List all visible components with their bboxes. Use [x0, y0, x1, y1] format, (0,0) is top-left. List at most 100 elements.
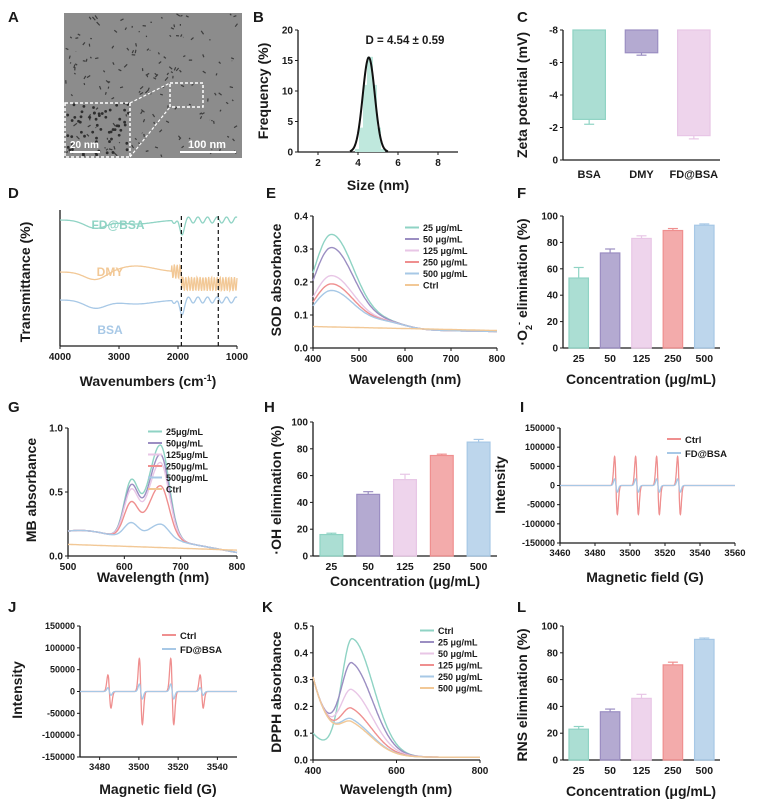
nanoparticle: [170, 27, 175, 30]
y-tick-label: -50000: [527, 500, 555, 510]
nanoparticle: [82, 105, 86, 108]
panel-letter: D: [8, 185, 19, 202]
label-part: ): [212, 373, 217, 389]
x-tick-label: 25: [573, 353, 585, 365]
y-axis-label: ·OH elimination (%): [268, 425, 284, 554]
x-axis-label: Concentration (μg/mL): [330, 573, 480, 589]
nanoparticle: [95, 140, 98, 144]
nanoparticle: [125, 148, 129, 152]
nanoparticle: [70, 135, 74, 139]
nanoparticle: [111, 128, 115, 131]
nanoparticle: [79, 115, 83, 119]
x-tick-label: 3460: [549, 548, 570, 559]
series-line: [80, 683, 237, 700]
y-tick-label: 80: [547, 648, 559, 659]
nanoparticle: [157, 52, 160, 55]
legend-label: Ctrl: [180, 631, 196, 642]
y-tick-label: -8: [549, 26, 558, 37]
nanoparticle: [131, 49, 135, 54]
nanoparticle: [209, 39, 211, 41]
legend-label: Ctrl: [423, 281, 439, 291]
nanoparticle: [181, 145, 185, 149]
nanoparticle: [146, 48, 150, 51]
x-tick-label: 500: [60, 562, 77, 573]
nanoparticle: [95, 126, 97, 129]
nanoparticle: [105, 148, 109, 151]
scale-bar-label: 20 nm: [70, 140, 99, 151]
nanoparticle: [77, 119, 80, 123]
x-tick-label: 250: [664, 765, 682, 777]
nanoparticle: [123, 63, 128, 68]
x-axis-label: Wavelength (nm): [340, 781, 452, 797]
series-line: [560, 478, 735, 493]
legend-label: 500 μg/mL: [438, 684, 483, 694]
nanoparticle: [124, 27, 127, 31]
nanoparticle: [173, 67, 177, 71]
x-tick-label: 3540: [689, 548, 710, 559]
y-tick-label: -150000: [522, 538, 555, 548]
panel-letter: J: [8, 599, 16, 616]
nanoparticle: [66, 145, 70, 149]
nanoparticle: [218, 61, 221, 64]
series-line: [67, 453, 238, 554]
nanoparticle: [87, 124, 91, 128]
nanoparticle: [88, 16, 92, 20]
nanoparticle: [104, 110, 108, 113]
nanoparticle: [123, 108, 127, 112]
legend-label: 50 μg/mL: [423, 235, 463, 245]
label-part: -1: [204, 373, 212, 383]
nanoparticle: [95, 136, 98, 140]
nanoparticle: [170, 71, 174, 74]
nanoparticle: [82, 41, 86, 46]
nanoparticle: [180, 14, 183, 17]
nanoparticle: [169, 34, 172, 38]
nanoparticle: [176, 13, 181, 17]
nanoparticle: [86, 74, 91, 79]
nanoparticle: [229, 86, 234, 89]
nanoparticle: [230, 57, 235, 60]
y-tick-label: 5: [287, 117, 293, 128]
y-axis-label: RNS elimination (%): [514, 628, 530, 761]
bar: [677, 29, 711, 137]
nanoparticle: [70, 143, 74, 146]
nanoparticle: [69, 36, 73, 39]
bar: [662, 664, 684, 761]
nanoparticle: [179, 69, 182, 73]
nanoparticle: [139, 85, 144, 90]
x-tick-label: 2000: [167, 352, 190, 363]
nanoparticle: [211, 119, 213, 122]
nanoparticle: [234, 23, 238, 28]
x-tick-label: 6: [395, 158, 401, 169]
x-tick-label: 250: [433, 561, 451, 573]
nanoparticle: [160, 154, 163, 158]
nanoparticle: [200, 30, 205, 35]
y-axis-label: SOD absorbance: [268, 223, 284, 336]
series-line: [68, 543, 238, 551]
nanoparticle: [117, 133, 121, 137]
y-tick-label: 100000: [525, 442, 555, 452]
histogram-bin: [375, 127, 381, 152]
nanoparticle: [154, 72, 158, 76]
nanoparticle: [138, 30, 140, 33]
histogram-bin: [371, 84, 377, 152]
x-tick-label: 3500: [619, 548, 640, 559]
y-tick-label: 0: [550, 481, 555, 491]
nanoparticle: [112, 122, 117, 127]
nanoparticle: [118, 141, 121, 144]
nanoparticle: [80, 130, 83, 134]
nanoparticle: [229, 13, 232, 16]
x-tick-label: 125: [633, 353, 651, 365]
nanoparticle: [113, 145, 116, 150]
nanoparticle: [160, 16, 163, 19]
y-tick-label: 0.0: [294, 756, 308, 767]
scale-bar-label: 100 nm: [188, 139, 226, 151]
y-axis-label: Frequency (%): [255, 43, 271, 139]
panel-letter: G: [8, 399, 20, 416]
bar: [356, 493, 381, 557]
series-line: [67, 484, 238, 554]
nanoparticle: [113, 152, 118, 157]
nanoparticle: [199, 115, 203, 120]
x-tick-label: 8: [435, 158, 441, 169]
nanoparticle: [96, 21, 101, 26]
nanoparticle: [70, 94, 73, 97]
